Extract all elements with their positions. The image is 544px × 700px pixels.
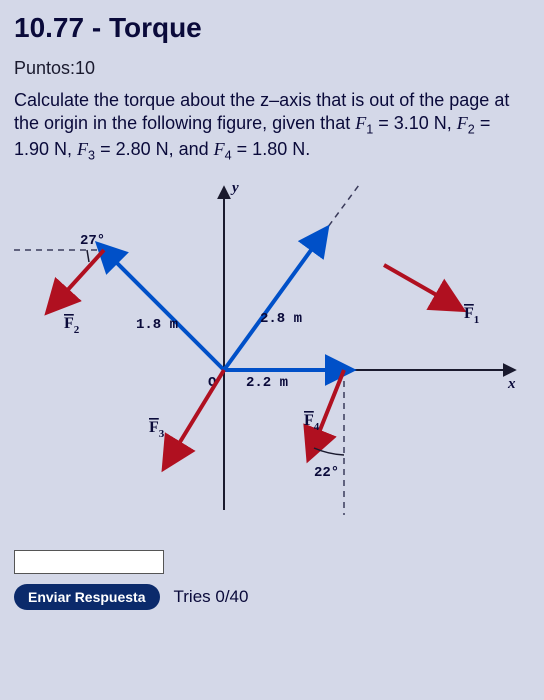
f2-sub: 2	[468, 122, 475, 136]
force-f2-vector	[54, 250, 104, 305]
points-label: Puntos:10	[14, 58, 530, 79]
force-f1-vector	[384, 265, 454, 305]
len-upleft: 1.8 m	[136, 317, 178, 333]
y-axis-label: y	[230, 180, 239, 196]
angle-top: 27°	[80, 233, 105, 249]
x-axis-label: x	[507, 376, 516, 392]
force-f4-vector	[312, 370, 344, 450]
f4-val: = 1.80 N.	[232, 139, 311, 159]
f3-symbol: F	[77, 139, 88, 159]
arm-upleft	[104, 250, 224, 370]
f4-sub: 4	[225, 148, 232, 162]
force-f3-vector	[169, 370, 224, 460]
torque-diagram: y x O 1.8 m 2.8 m 2.2 m 27° F2 F1 F3 F4 …	[14, 170, 524, 540]
problem-text: Calculate the torque about the z–axis th…	[14, 89, 530, 164]
answer-input[interactable]	[14, 550, 164, 574]
len-upright: 2.8 m	[260, 311, 302, 327]
f1-label: F1	[464, 305, 479, 326]
submit-button[interactable]: Enviar Respuesta	[14, 584, 160, 610]
tries-label: Tries 0/40	[174, 587, 249, 607]
f2-label: F2	[64, 315, 80, 336]
f2-symbol: F	[457, 113, 468, 133]
dash-upper-right	[322, 185, 359, 235]
len-right: 2.2 m	[246, 375, 288, 391]
f3-val: = 2.80 N, and	[95, 139, 214, 159]
angle-mark-f2	[87, 250, 89, 262]
arm-upright	[224, 235, 322, 370]
f4-symbol: F	[214, 139, 225, 159]
angle-arc-f4	[314, 448, 344, 455]
f1-val: = 3.10 N,	[373, 113, 457, 133]
problem-title: 10.77 - Torque	[14, 12, 530, 44]
f3-sub: 3	[88, 148, 95, 162]
f3-label: F3	[149, 419, 165, 440]
angle-bot: 22°	[314, 465, 339, 481]
f4-label: F4	[304, 412, 320, 433]
f1-symbol: F	[355, 113, 366, 133]
